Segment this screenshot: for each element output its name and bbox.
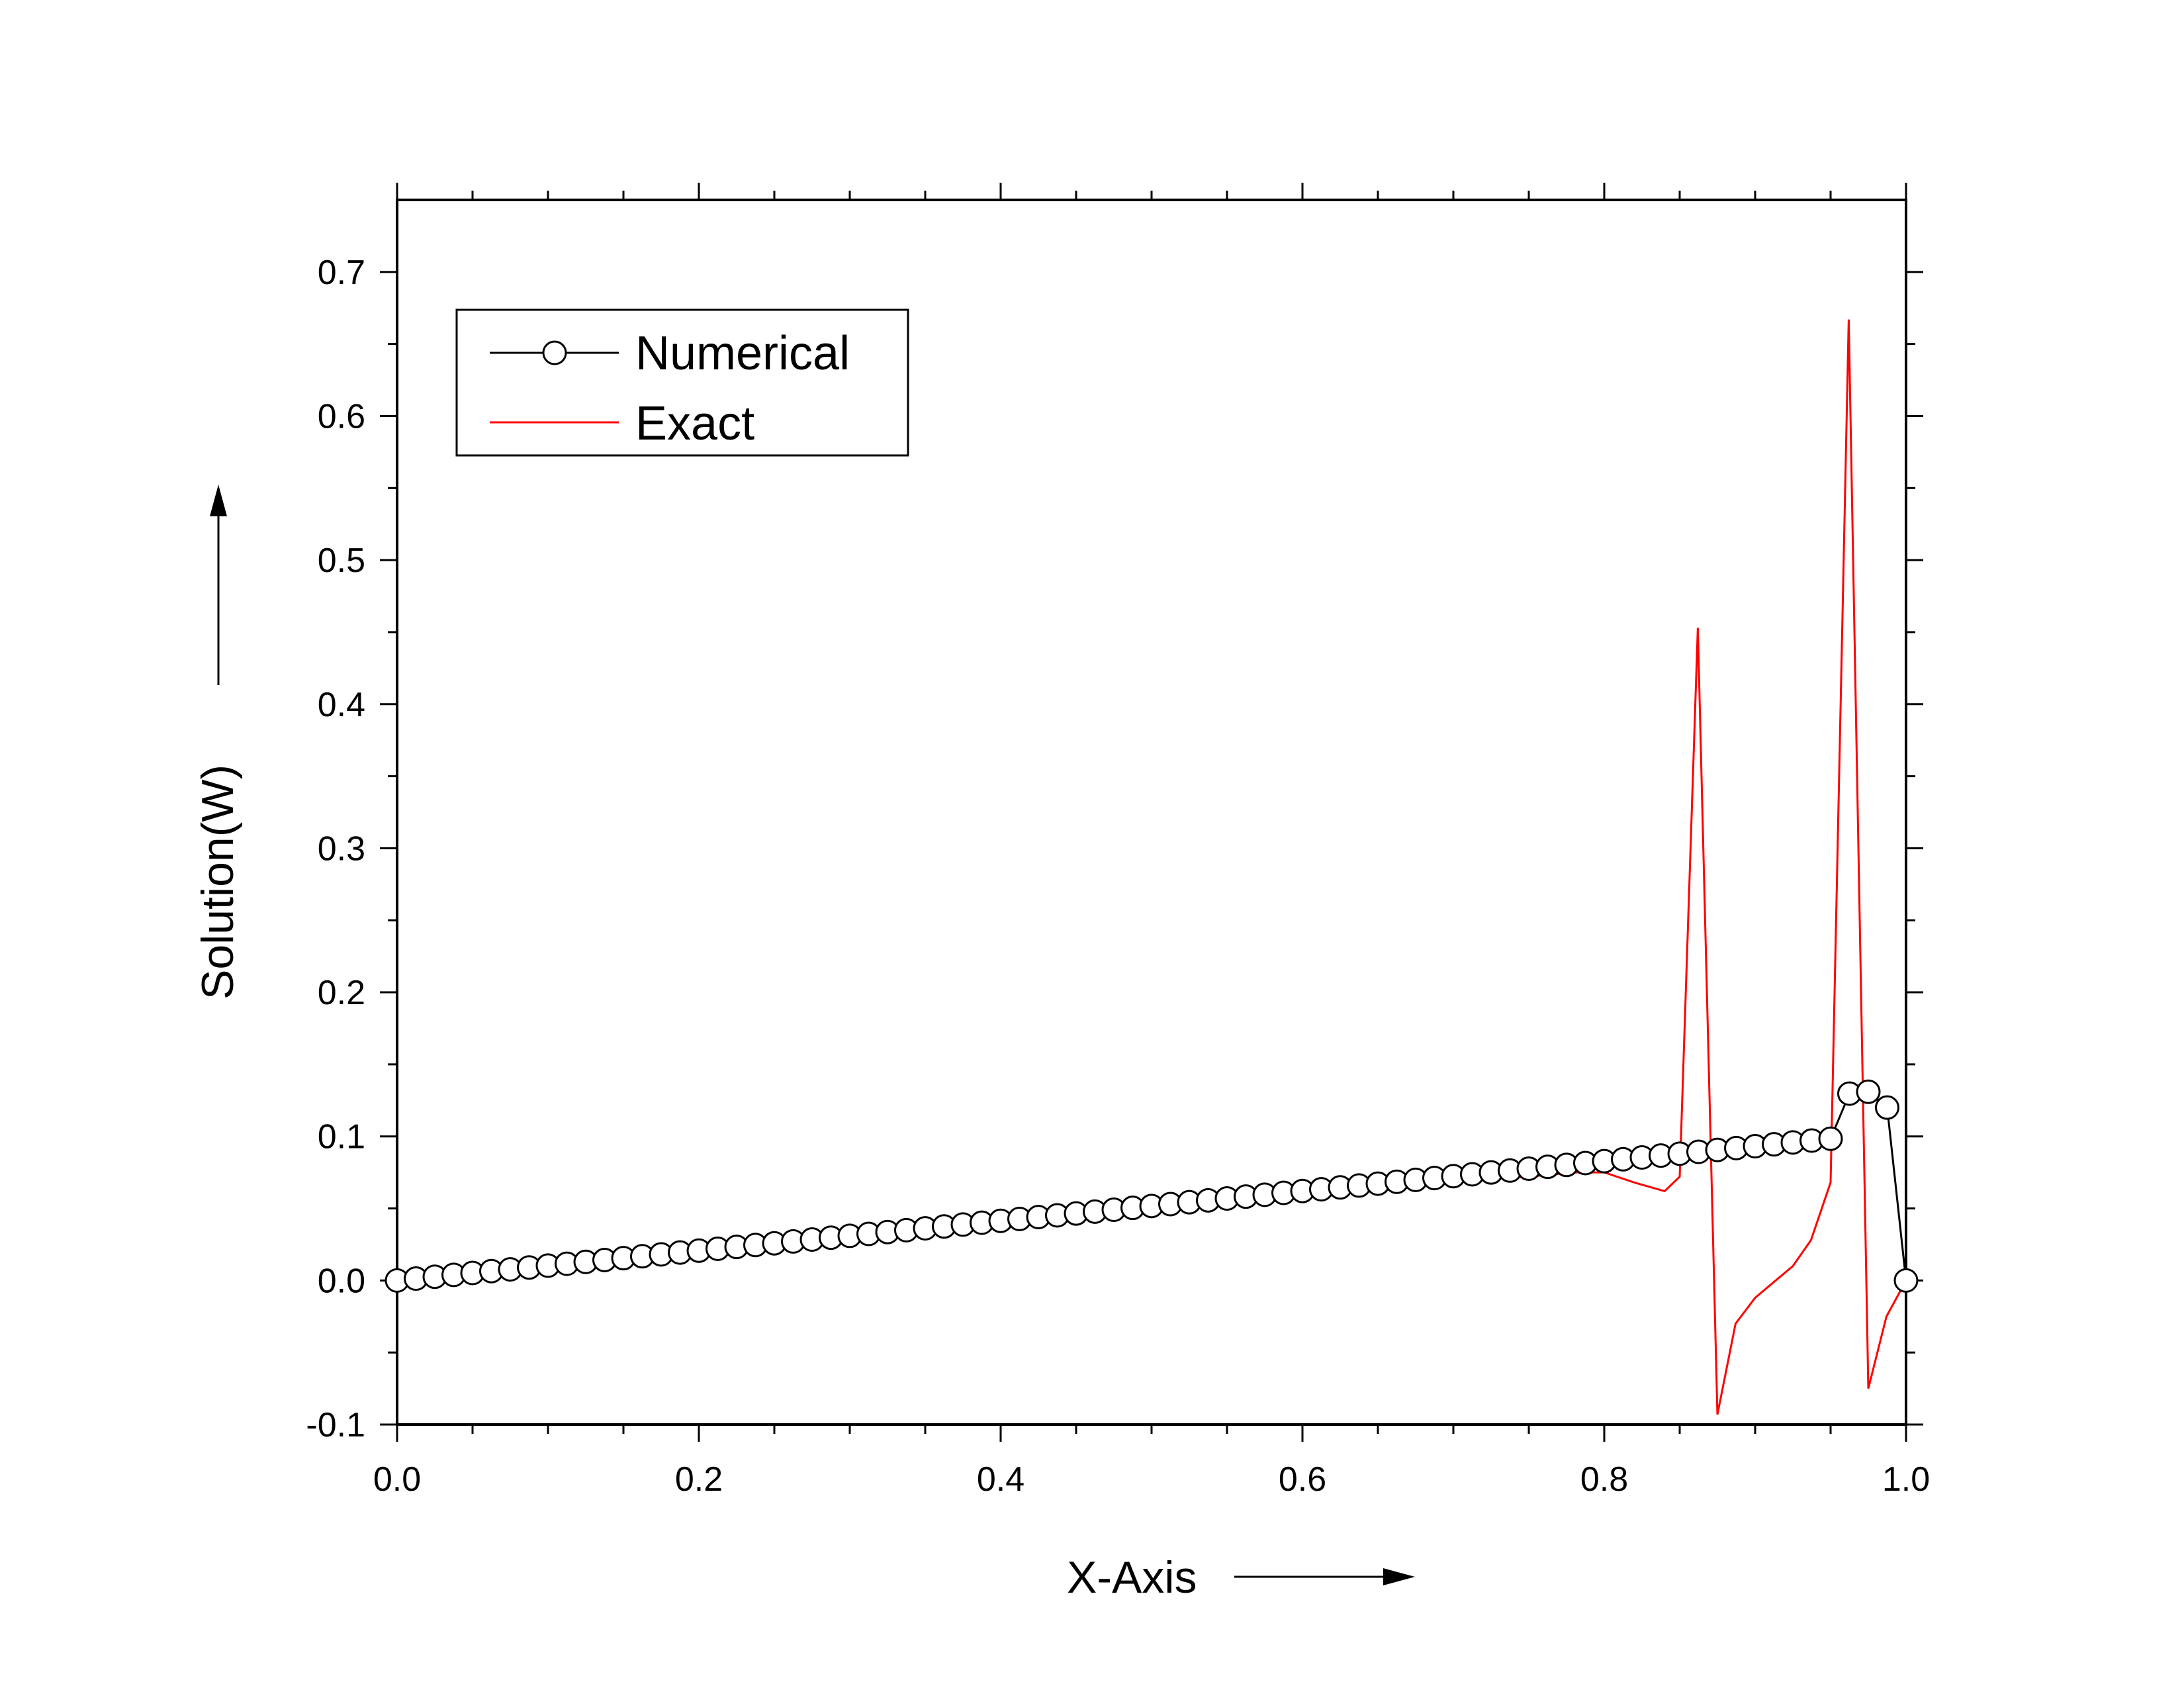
- y-tick-label: 0.4: [318, 686, 365, 724]
- y-axis-label: Solution(W): [193, 765, 243, 1000]
- x-tick-label: 0.2: [675, 1460, 723, 1499]
- legend-exact-label: Exact: [635, 397, 754, 450]
- y-tick-label: 0.7: [318, 254, 365, 292]
- y-axis-arrowhead: [210, 485, 227, 516]
- legend: Numerical Exact: [455, 308, 909, 457]
- x-axis-title: X-Axis: [1067, 1552, 1415, 1603]
- y-tick-label: 0.6: [318, 397, 365, 436]
- y-axis-title: Solution(W): [193, 485, 243, 1000]
- y-tick-label: 0.2: [318, 974, 365, 1012]
- y-tick-label: 0.5: [318, 541, 365, 580]
- data-point-numerical: [1818, 1126, 1843, 1151]
- x-tick-label: 0.4: [977, 1460, 1024, 1499]
- y-tick-label: 0.0: [318, 1262, 365, 1300]
- x-tick-label: 1.0: [1882, 1460, 1930, 1499]
- legend-box: [455, 308, 909, 457]
- x-tick-label: 0.8: [1580, 1460, 1628, 1499]
- y-tick-label: 0.1: [318, 1118, 365, 1156]
- y-tick-label: -0.1: [306, 1406, 365, 1444]
- x-tick-label: 0.6: [1279, 1460, 1326, 1499]
- data-point-numerical: [1893, 1268, 1919, 1293]
- data-point-numerical: [1875, 1095, 1899, 1120]
- data-point-numerical: [1856, 1079, 1881, 1104]
- legend-numerical-marker: [542, 340, 567, 365]
- x-axis-arrowhead: [1383, 1568, 1415, 1585]
- series-layer: [385, 319, 1919, 1415]
- x-axis-ticks: 0.0 0.2 0.4 0.6 0.8 1.0: [373, 183, 1930, 1499]
- y-tick-label: 0.3: [318, 829, 365, 868]
- y-axis-ticks: -0.1 0.0 0.1 0.2 0.3 0.4 0.5 0.6 0.7: [306, 254, 1923, 1444]
- x-tick-label: 0.0: [373, 1460, 421, 1499]
- x-axis-label: X-Axis: [1067, 1552, 1197, 1603]
- legend-numerical-label: Numerical: [635, 327, 850, 380]
